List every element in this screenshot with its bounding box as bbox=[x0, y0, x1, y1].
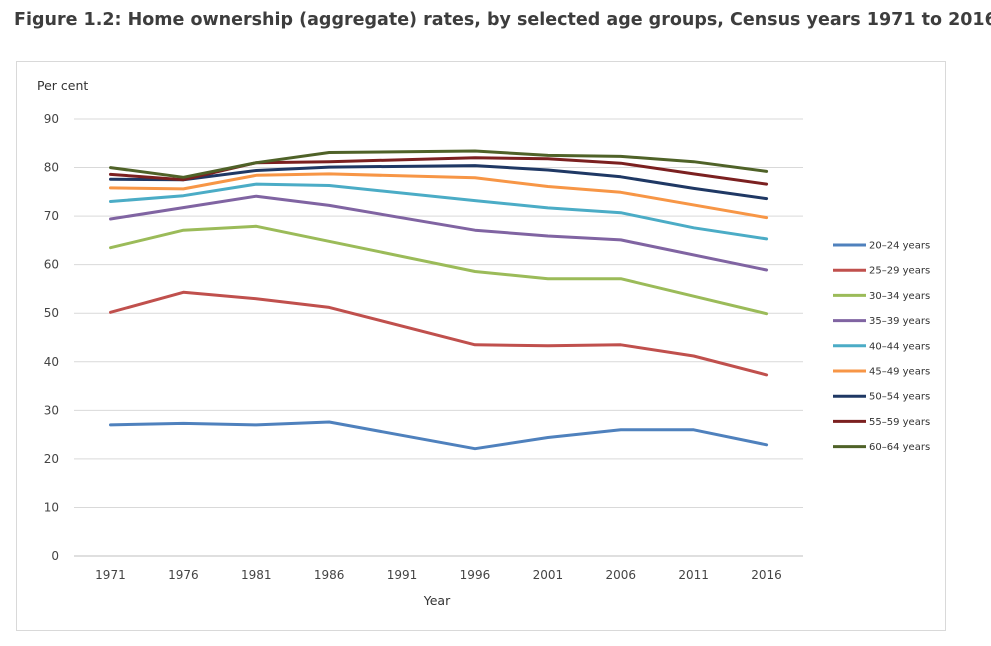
y-tick-label: 60 bbox=[44, 258, 59, 272]
x-axis-title: Year bbox=[423, 593, 451, 608]
legend-item: 30–34 years bbox=[833, 291, 930, 302]
y-tick-label: 40 bbox=[44, 355, 59, 369]
legend-item: 35–39 years bbox=[833, 316, 930, 327]
y-tick-label: 70 bbox=[44, 209, 59, 223]
legend-label: 35–39 years bbox=[869, 316, 930, 327]
x-tick-label: 2001 bbox=[533, 568, 564, 582]
figure-title: Figure 1.2: Home ownership (aggregate) r… bbox=[14, 10, 991, 30]
y-axis-title: Per cent bbox=[37, 78, 88, 93]
series-line bbox=[109, 149, 769, 179]
x-tick-label: 2016 bbox=[751, 568, 782, 582]
legend-label: 25–29 years bbox=[869, 266, 930, 277]
series-line bbox=[109, 164, 769, 201]
legend-label: 30–34 years bbox=[869, 291, 930, 302]
legend-label: 50–54 years bbox=[869, 392, 930, 403]
series-line bbox=[109, 420, 769, 451]
series-line bbox=[109, 172, 769, 220]
legend-item: 60–64 years bbox=[833, 442, 930, 453]
y-tick-labels: 0 10 20 30 40 50 60 70 80 90 bbox=[44, 112, 59, 563]
series-line bbox=[109, 182, 769, 241]
x-tick-label: 1986 bbox=[314, 568, 345, 582]
x-tick-label: 2006 bbox=[605, 568, 636, 582]
gridlines bbox=[74, 118, 803, 557]
y-tick-label: 90 bbox=[44, 112, 59, 126]
legend-item: 20–24 years bbox=[833, 241, 930, 252]
y-tick-label: 20 bbox=[44, 452, 59, 466]
x-tick-labels: 1971 1976 1981 1986 1991 1996 2001 2006 2011 2016 bbox=[95, 568, 782, 582]
legend-label: 55–59 years bbox=[869, 417, 930, 428]
series-line bbox=[109, 156, 769, 186]
legend-label: 45–49 years bbox=[869, 367, 930, 378]
legend-item: 40–44 years bbox=[833, 341, 930, 352]
y-tick-label: 0 bbox=[51, 549, 59, 563]
legend-item: 55–59 years bbox=[833, 417, 930, 428]
x-tick-label: 1971 bbox=[95, 568, 126, 582]
legend-label: 20–24 years bbox=[869, 241, 930, 252]
series-line bbox=[109, 194, 769, 272]
y-tick-label: 80 bbox=[44, 161, 59, 175]
x-tick-label: 2011 bbox=[678, 568, 709, 582]
y-tick-label: 30 bbox=[44, 403, 59, 417]
legend-item: 50–54 years bbox=[833, 392, 930, 403]
series-line bbox=[109, 290, 769, 377]
legend-item: 45–49 years bbox=[833, 367, 930, 378]
series-lines bbox=[109, 149, 769, 451]
x-tick-label: 1976 bbox=[168, 568, 199, 582]
x-tick-label: 1991 bbox=[387, 568, 418, 582]
legend: 20–24 years 25–29 years 30–34 years 35–39 y… bbox=[833, 241, 930, 453]
y-tick-label: 50 bbox=[44, 306, 59, 320]
y-tick-label: 10 bbox=[44, 500, 59, 514]
legend-label: 40–44 years bbox=[869, 341, 930, 352]
x-tick-label: 1996 bbox=[460, 568, 491, 582]
legend-item: 25–29 years bbox=[833, 266, 930, 277]
legend-label: 60–64 years bbox=[869, 442, 930, 453]
x-tick-label: 1981 bbox=[241, 568, 272, 582]
series-line bbox=[109, 224, 769, 316]
